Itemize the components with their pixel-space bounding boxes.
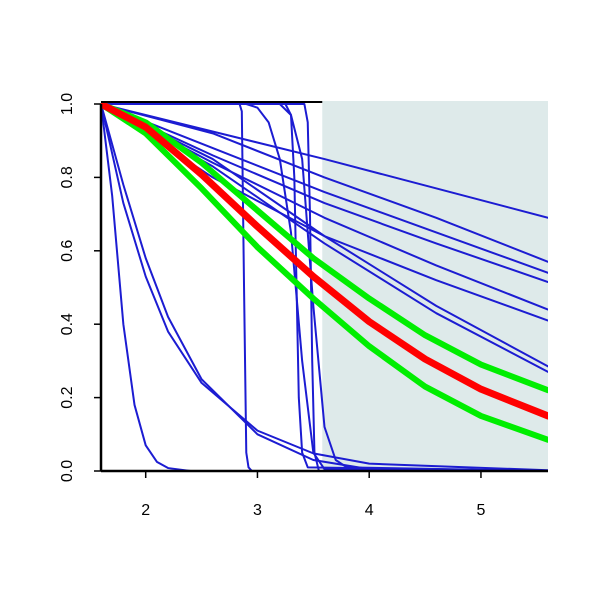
series-line <box>101 103 548 472</box>
x-tick-label: 5 <box>476 502 485 519</box>
x-tick-label: 3 <box>253 502 262 519</box>
series-line <box>101 103 548 472</box>
series-line <box>101 103 548 283</box>
series-line <box>101 101 548 420</box>
series-line <box>101 103 548 274</box>
series-line <box>101 103 548 472</box>
x-tick-label: 2 <box>141 502 150 519</box>
shaded-region <box>322 101 548 471</box>
x-tick-label: 4 <box>365 502 374 519</box>
plot-area <box>101 101 548 472</box>
y-tick-label: 0.4 <box>59 313 76 335</box>
series-line <box>101 103 548 472</box>
series-line <box>101 103 548 263</box>
y-tick-label: 0.8 <box>59 166 76 188</box>
series-line <box>101 103 548 219</box>
series-line <box>101 103 548 472</box>
axes: 0.0 0.2 0.4 0.6 0.8 1.0 2 3 4 5 <box>59 93 548 519</box>
y-tick-label: 0.0 <box>59 460 76 482</box>
y-tick-label: 0.6 <box>59 240 76 262</box>
y-tick-label: 1.0 <box>59 93 76 115</box>
series-line <box>101 101 548 443</box>
series-line <box>101 101 548 394</box>
y-tick-label: 0.2 <box>59 386 76 408</box>
